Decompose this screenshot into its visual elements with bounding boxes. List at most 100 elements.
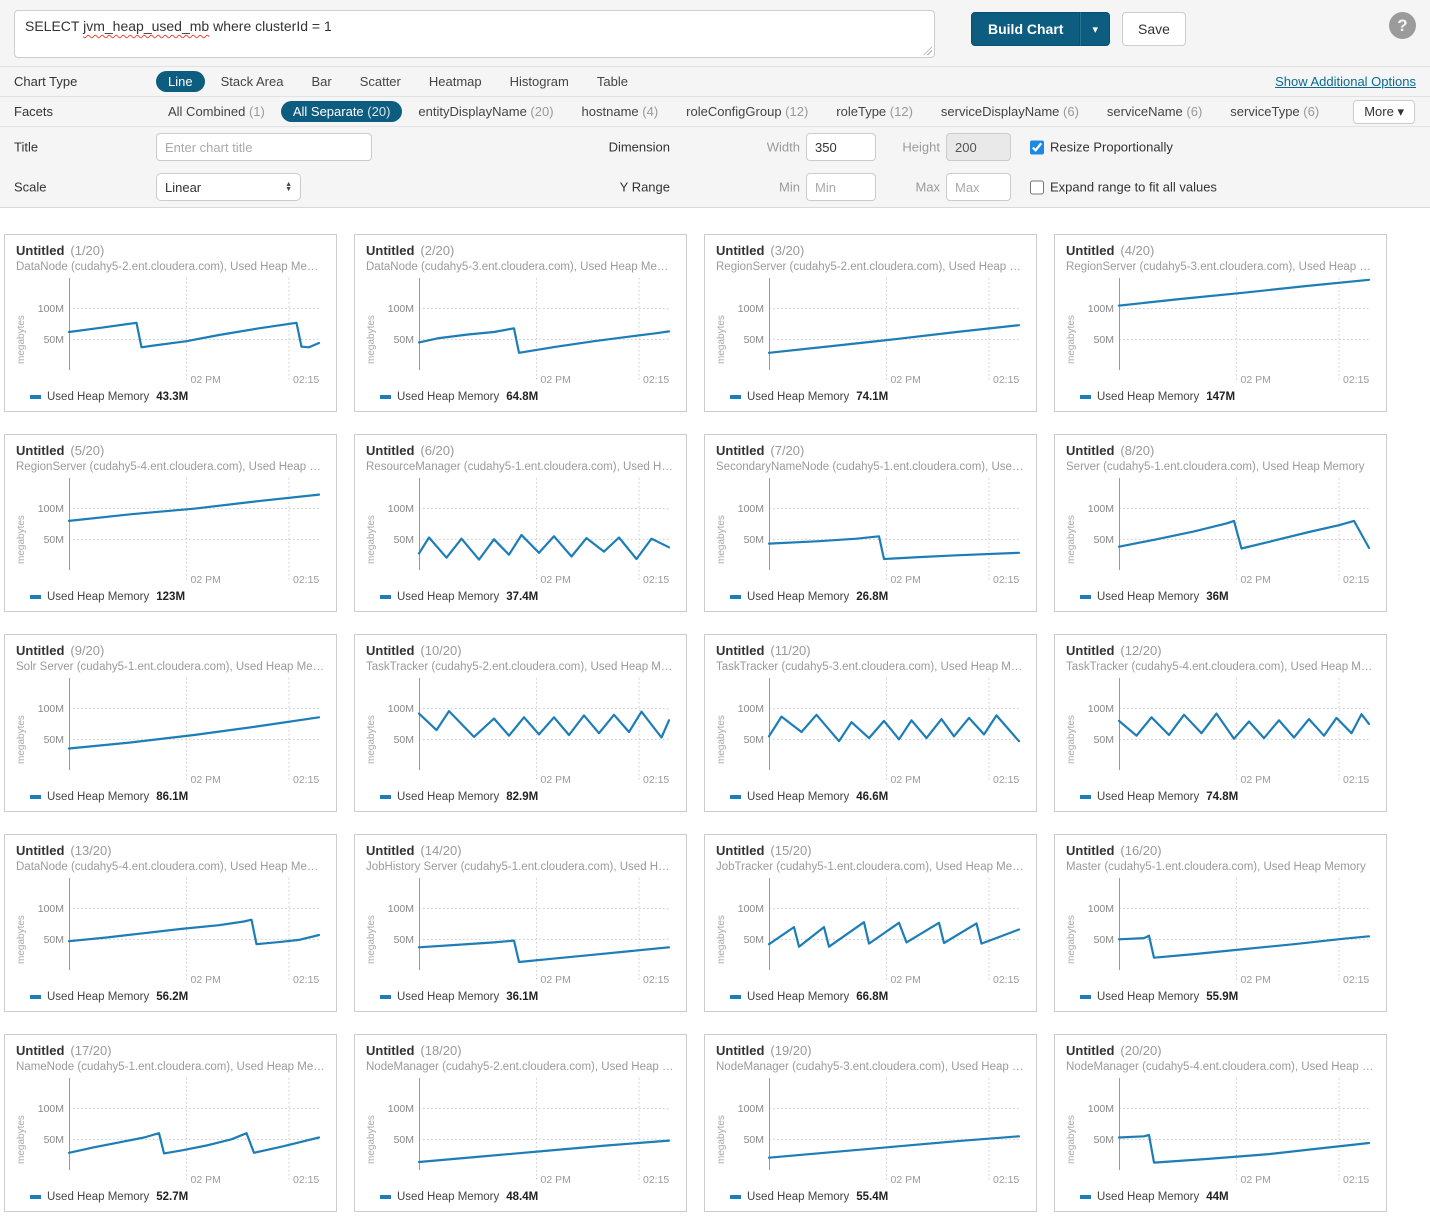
svg-text:02:15: 02:15	[293, 1174, 319, 1186]
chart-card-title: Untitled (15/20)	[716, 843, 812, 858]
legend-label: Used Heap Memory	[397, 591, 500, 603]
line-chart-plot[interactable]: 100M 50M 02 PM 02:15	[29, 876, 325, 990]
line-chart-plot[interactable]: 100M 50M 02 PM 02:15	[729, 1076, 1025, 1190]
line-chart-plot[interactable]: 100M 50M 02 PM 02:15	[379, 276, 675, 390]
chart-card-subtitle: RegionServer (cudahy5-4.ent.cloudera.com…	[16, 461, 325, 473]
chart-card-title: Untitled (7/20)	[716, 443, 805, 458]
legend-swatch-icon	[380, 595, 391, 599]
legend-swatch-icon	[1080, 795, 1091, 799]
line-chart-plot[interactable]: 100M 50M 02 PM 02:15	[1079, 1076, 1375, 1190]
chart-card-title: Untitled (8/20)	[1066, 443, 1155, 458]
facets-more-button[interactable]: More ▾	[1353, 99, 1415, 124]
line-chart-plot[interactable]: 100M 50M 02 PM 02:15	[729, 676, 1025, 790]
legend-swatch-icon	[380, 795, 391, 799]
facet-option-hostname[interactable]: hostname (4)	[581, 104, 659, 119]
y-axis-label: megabytes	[1066, 715, 1077, 765]
chart-plot-area: megabytes 100M 50M 02 PM 02:15	[16, 676, 325, 790]
legend-value: 48.4M	[506, 1191, 539, 1203]
line-chart-plot[interactable]: 100M 50M 02 PM 02:15	[1079, 876, 1375, 990]
facet-option-servicedisplayname[interactable]: serviceDisplayName (6)	[940, 104, 1079, 119]
facet-option-all-separate[interactable]: All Separate (20)	[280, 101, 403, 122]
svg-text:50M: 50M	[44, 534, 64, 546]
chart-card: Untitled (20/20) NodeManager (cudahy5-4.e…	[1054, 1034, 1387, 1212]
facet-option-all-combined[interactable]: All Combined (1)	[168, 104, 265, 119]
chart-type-option-scatter[interactable]: Scatter	[359, 74, 401, 89]
show-additional-options-link[interactable]: Show Additional Options	[1275, 74, 1416, 89]
line-chart-plot[interactable]: 100M 50M 02 PM 02:15	[379, 676, 675, 790]
chart-type-option-stack-area[interactable]: Stack Area	[220, 74, 284, 89]
y-axis-label: megabytes	[1066, 915, 1077, 965]
save-button[interactable]: Save	[1121, 12, 1186, 46]
chart-title-input[interactable]	[156, 133, 372, 161]
svg-text:50M: 50M	[44, 334, 64, 346]
expand-range-checkbox[interactable]	[1030, 180, 1044, 194]
chart-type-option-bar[interactable]: Bar	[311, 74, 332, 89]
line-chart-plot[interactable]: 100M 50M 02 PM 02:15	[29, 1076, 325, 1190]
legend-value: 66.8M	[856, 991, 889, 1003]
line-chart-plot[interactable]: 100M 50M 02 PM 02:15	[29, 676, 325, 790]
legend-label: Used Heap Memory	[47, 991, 150, 1003]
chart-plot-area: megabytes 100M 50M 02 PM 02:15	[716, 876, 1025, 990]
build-chart-button[interactable]: Build Chart	[971, 12, 1081, 46]
svg-text:50M: 50M	[394, 734, 414, 746]
line-chart-plot[interactable]: 100M 50M 02 PM 02:15	[379, 876, 675, 990]
width-input[interactable]	[806, 133, 876, 161]
line-chart-plot[interactable]: 100M 50M 02 PM 02:15	[379, 476, 675, 590]
legend-value: 55.9M	[1206, 991, 1239, 1003]
facet-option-roleconfiggroup[interactable]: roleConfigGroup (12)	[686, 104, 809, 119]
svg-text:100M: 100M	[1088, 903, 1114, 915]
y-axis-label: megabytes	[16, 1115, 27, 1165]
chart-plot-area: megabytes 100M 50M 02 PM 02:15	[366, 476, 675, 590]
svg-text:02 PM: 02 PM	[191, 574, 221, 586]
svg-text:50M: 50M	[1094, 734, 1114, 746]
chart-card: Untitled (2/20) DataNode (cudahy5-3.ent.c…	[354, 234, 687, 412]
resize-proportionally-checkbox[interactable]	[1030, 140, 1044, 154]
chart-plot-area: megabytes 100M 50M 02 PM 02:15	[1066, 676, 1375, 790]
svg-text:02 PM: 02 PM	[191, 974, 221, 986]
line-chart-plot[interactable]: 100M 50M 02 PM 02:15	[29, 276, 325, 390]
line-chart-plot[interactable]: 100M 50M 02 PM 02:15	[729, 476, 1025, 590]
line-chart-plot[interactable]: 100M 50M 02 PM 02:15	[729, 276, 1025, 390]
y-axis-label: megabytes	[16, 515, 27, 565]
facet-option-entitydisplayname[interactable]: entityDisplayName (20)	[418, 104, 554, 119]
svg-text:02:15: 02:15	[293, 374, 319, 386]
chart-card-subtitle: NameNode (cudahy5-1.ent.cloudera.com), U…	[16, 1061, 325, 1073]
help-icon[interactable]: ?	[1389, 12, 1416, 39]
chart-card-subtitle: DataNode (cudahy5-4.ent.cloudera.com), U…	[16, 861, 325, 873]
chart-type-option-histogram[interactable]: Histogram	[509, 74, 569, 89]
chart-type-option-line[interactable]: Line	[156, 71, 205, 92]
legend-label: Used Heap Memory	[747, 991, 850, 1003]
line-chart-plot[interactable]: 100M 50M 02 PM 02:15	[1079, 476, 1375, 590]
facet-option-roletype[interactable]: roleType (12)	[836, 104, 913, 119]
facet-option-servicetype[interactable]: serviceType (6)	[1230, 104, 1320, 119]
legend-value: 52.7M	[156, 1191, 189, 1203]
dimension-label: Dimension	[608, 139, 670, 155]
yrange-max-input[interactable]	[946, 173, 1011, 201]
line-chart-plot[interactable]: 100M 50M 02 PM 02:15	[379, 1076, 675, 1190]
yrange-min-input[interactable]	[806, 173, 876, 201]
chart-plot-area: megabytes 100M 50M 02 PM 02:15	[366, 1076, 675, 1190]
facet-option-servicename[interactable]: serviceName (6)	[1106, 104, 1203, 119]
line-chart-plot[interactable]: 100M 50M 02 PM 02:15	[1079, 276, 1375, 390]
chart-card-title: Untitled (6/20)	[366, 443, 455, 458]
chart-type-option-table[interactable]: Table	[596, 74, 628, 89]
y-axis-label: megabytes	[1066, 1115, 1077, 1165]
chart-legend: Used Heap Memory 74.1M	[716, 391, 1025, 403]
legend-swatch-icon	[730, 995, 741, 999]
svg-text:02:15: 02:15	[993, 774, 1019, 786]
scale-select[interactable]: Linear ▲ ▼	[156, 173, 301, 201]
chart-type-option-heatmap[interactable]: Heatmap	[428, 74, 482, 89]
svg-text:02 PM: 02 PM	[191, 1174, 221, 1186]
build-chart-dropdown-button[interactable]: ▾	[1080, 12, 1110, 46]
textarea-resize-handle[interactable]	[923, 46, 932, 55]
line-chart-plot[interactable]: 100M 50M 02 PM 02:15	[29, 476, 325, 590]
expand-range-checkbox-label: Expand range to fit all values	[1030, 180, 1217, 195]
height-input	[946, 133, 1011, 161]
legend-value: 36.1M	[506, 991, 539, 1003]
chart-legend: Used Heap Memory 46.6M	[716, 791, 1025, 803]
chart-card: Untitled (7/20) SecondaryNameNode (cudahy…	[704, 434, 1037, 612]
scale-yrange-row: Scale Linear ▲▼ Y Range Min Max Expand r…	[0, 167, 1430, 207]
query-input[interactable]: SELECT jvm_heap_used_mb where clusterId …	[14, 10, 935, 58]
line-chart-plot[interactable]: 100M 50M 02 PM 02:15	[1079, 676, 1375, 790]
line-chart-plot[interactable]: 100M 50M 02 PM 02:15	[729, 876, 1025, 990]
